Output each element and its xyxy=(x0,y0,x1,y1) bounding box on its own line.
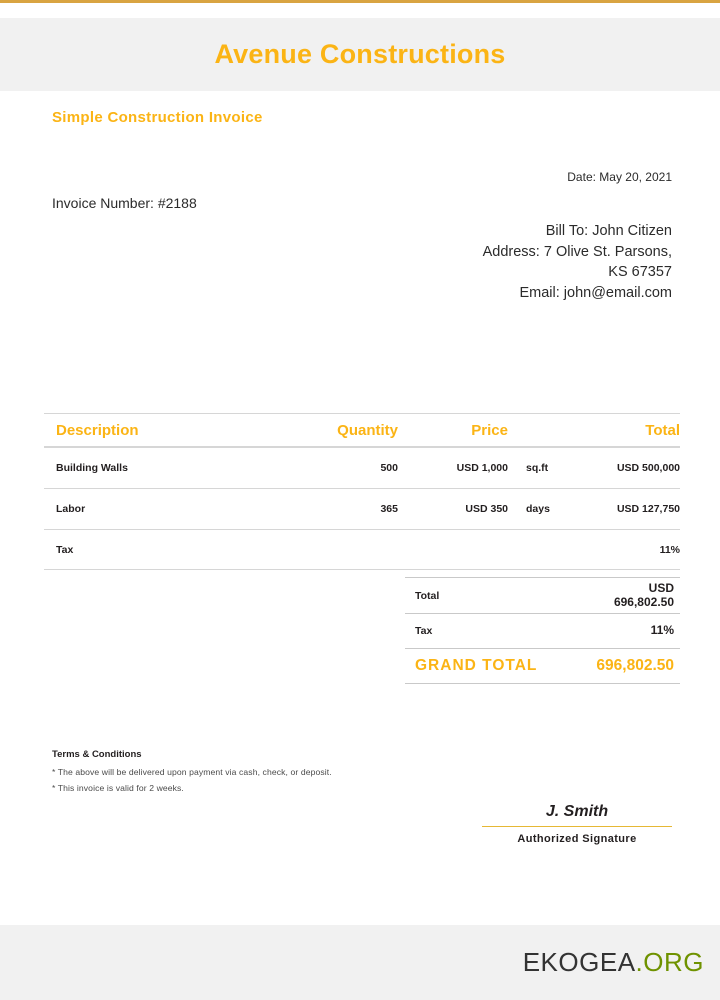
cell-quantity: 365 xyxy=(380,503,398,515)
totals-value-currency: USD xyxy=(648,581,674,596)
signature-name: J. Smith xyxy=(545,803,609,820)
line-items-table: Description Quantity Price Total Buildin… xyxy=(44,413,680,570)
cell-unit: days xyxy=(526,503,550,515)
totals-row-total: Total USD 696,802.50 xyxy=(405,577,680,613)
bill-to-email: Email: john@email.com xyxy=(519,284,672,301)
wordmark-name: EKOGEA xyxy=(522,947,636,977)
totals-value-amount: 696,802.50 xyxy=(613,594,674,609)
signature-rule xyxy=(482,826,672,827)
column-header-price: Price xyxy=(471,421,508,439)
site-wordmark: EKOGEA.ORG xyxy=(523,947,720,978)
cell-price: USD 350 xyxy=(465,503,508,515)
bill-to-address-line-1: Address: 7 Olive St. Parsons, xyxy=(482,243,672,260)
totals-block: Total USD 696,802.50 Tax 11% GRAND TOTAL… xyxy=(405,577,680,684)
bill-to-name: Bill To: John Citizen xyxy=(545,223,672,239)
cell-total: USD 500,000 xyxy=(616,462,680,474)
cell-description: Tax xyxy=(56,543,74,556)
totals-value-grand-total: 696,802.50 xyxy=(596,657,674,675)
totals-row-grand-total: GRAND TOTAL 696,802.50 xyxy=(405,648,680,684)
invoice-number: Invoice Number: #2188 xyxy=(52,195,197,211)
cell-description: Building Walls xyxy=(56,462,128,474)
table-row: Tax 11% xyxy=(44,529,680,570)
terms-and-conditions: Terms & Conditions * The above will be d… xyxy=(52,749,472,799)
totals-label-tax: Tax xyxy=(415,625,433,637)
column-header-total: Total xyxy=(645,421,680,439)
footer-band: EKOGEA.ORG xyxy=(0,925,720,1000)
cell-description: Labor xyxy=(56,503,86,515)
invoice-subtitle: Simple Construction Invoice xyxy=(52,109,263,126)
cell-total: 11% xyxy=(659,543,680,556)
table-row: Labor 365 USD 350 days USD 127,750 xyxy=(44,488,680,529)
terms-line: * This invoice is valid for 2 weeks. xyxy=(52,783,184,793)
cell-unit: sq.ft xyxy=(526,462,549,474)
cell-price: USD 1,000 xyxy=(456,462,508,474)
signature-block: J. Smith Authorized Signature xyxy=(482,803,672,845)
company-name: Avenue Constructions xyxy=(214,39,506,69)
totals-row-tax: Tax 11% xyxy=(405,613,680,648)
document-body: Simple Construction Invoice Date: May 20… xyxy=(0,91,720,925)
signature-label: Authorized Signature xyxy=(517,833,637,845)
invoice-date: Date: May 20, 2021 xyxy=(567,170,672,184)
column-header-description: Description xyxy=(56,421,139,439)
brand-header-band: Avenue Constructions xyxy=(0,18,720,91)
totals-label-total: Total xyxy=(415,589,440,602)
bill-to-address-line-2: KS 67357 xyxy=(608,264,672,281)
top-accent-rule xyxy=(0,0,720,3)
bill-to-block: Bill To: John Citizen Address: 7 Olive S… xyxy=(372,221,672,303)
terms-title: Terms & Conditions xyxy=(52,749,142,760)
totals-label-grand-total: GRAND TOTAL xyxy=(415,657,538,674)
table-header-row: Description Quantity Price Total xyxy=(44,413,680,447)
table-row: Building Walls 500 USD 1,000 sq.ft USD 5… xyxy=(44,447,680,488)
column-header-quantity: Quantity xyxy=(337,421,398,439)
terms-line: * The above will be delivered upon payme… xyxy=(52,767,332,777)
wordmark-tld: .ORG xyxy=(635,947,704,977)
totals-value-total: USD 696,802.50 xyxy=(613,581,674,609)
totals-value-tax: 11% xyxy=(650,623,674,638)
cell-total: USD 127,750 xyxy=(616,503,680,515)
cell-quantity: 500 xyxy=(380,462,398,474)
